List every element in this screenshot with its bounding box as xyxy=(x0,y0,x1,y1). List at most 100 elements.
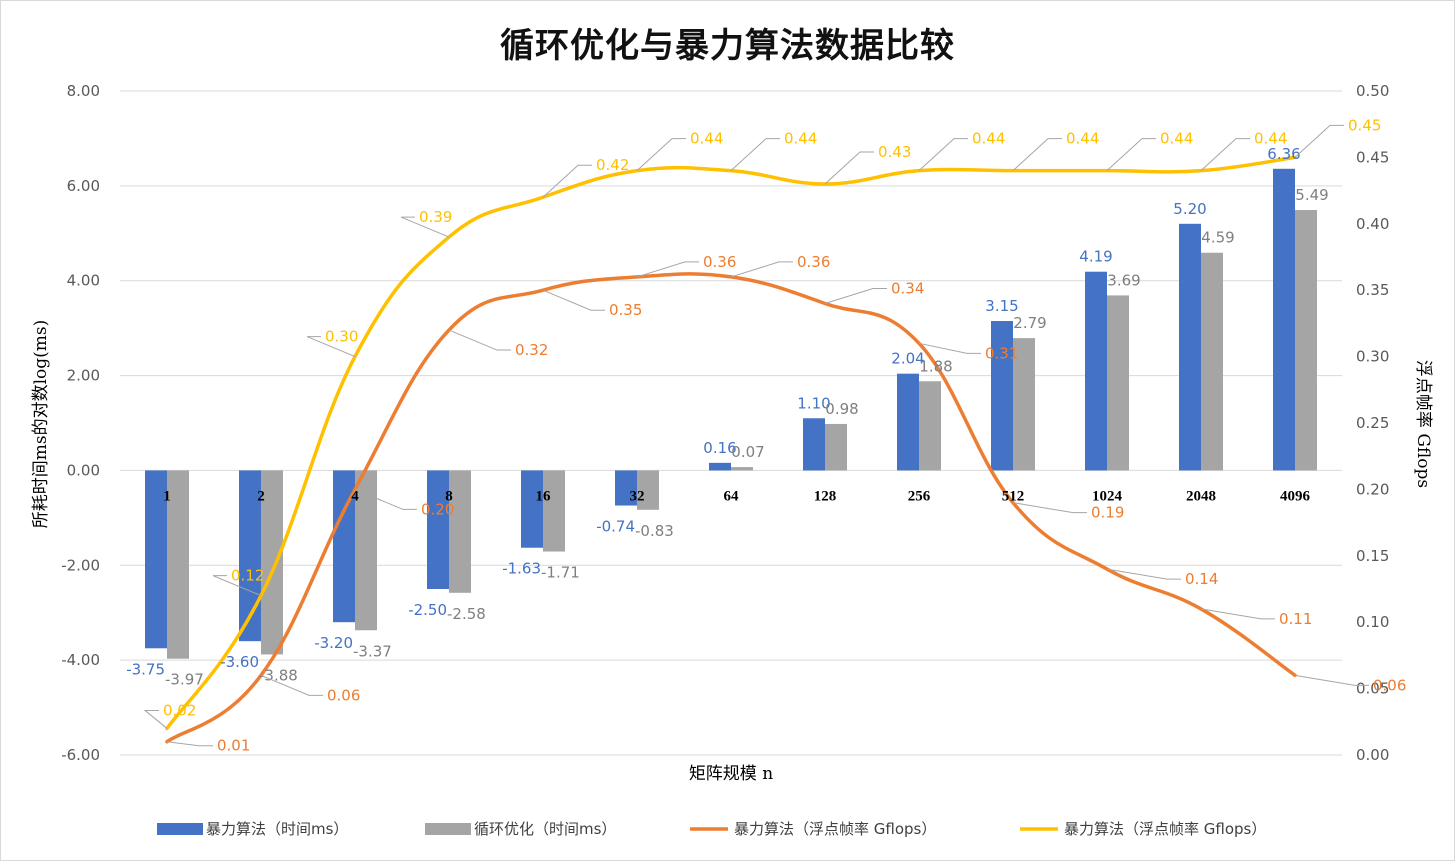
y2-tick-label: 0.30 xyxy=(1356,348,1389,366)
line-value-label: 0.06 xyxy=(1373,676,1406,694)
y2-tick-label: 0.10 xyxy=(1356,613,1389,631)
y2-axis-title: 浮点帧率 Gflops xyxy=(1413,360,1433,488)
bar xyxy=(333,470,355,623)
line-value-label: 0.06 xyxy=(327,686,360,704)
bar xyxy=(145,470,167,649)
y-tick-label: 8.00 xyxy=(67,82,100,100)
line-value-label: 0.44 xyxy=(1254,130,1287,148)
y-tick-label: -2.00 xyxy=(61,556,100,574)
line-value-label: 0.44 xyxy=(972,130,1005,148)
bar xyxy=(1107,295,1129,471)
y-tick-label: 0.00 xyxy=(67,461,100,479)
y2-tick-label: 0.00 xyxy=(1356,746,1389,764)
chart-title: 循环优化与暴力算法数据比较 xyxy=(500,26,955,66)
leader-line xyxy=(1012,502,1087,514)
x-tick-label: 512 xyxy=(1002,488,1025,504)
bar xyxy=(803,418,825,471)
bar-value-label: 0.07 xyxy=(731,443,764,461)
y2-tick-label: 0.50 xyxy=(1356,82,1389,100)
bar xyxy=(1201,252,1223,471)
bar xyxy=(637,470,659,510)
bar xyxy=(521,470,543,548)
x-tick-label: 16 xyxy=(536,488,552,504)
axis-ticks: -6.00 -4.00 -2.00 0.00 2.00 4.00 6.00 8.00 0.00 0… xyxy=(61,82,1389,764)
line-value-label: 0.01 xyxy=(217,737,250,755)
bar-value-label: 0.16 xyxy=(703,439,736,457)
x-tick-label: 4096 xyxy=(1280,488,1311,504)
line-value-label: 0.31 xyxy=(985,344,1018,362)
line-value-label: 0.39 xyxy=(419,208,452,226)
bar xyxy=(615,470,637,506)
leader-line xyxy=(354,488,417,510)
bar-value-label: 1.10 xyxy=(797,394,830,412)
line-value-label: 0.45 xyxy=(1348,116,1381,134)
legend: 暴力算法（时间ms） 循环优化（时间ms） 暴力算法（浮点帧率 Gflops） 暴力算… xyxy=(157,820,1266,838)
bar-value-label: 2.79 xyxy=(1013,314,1046,332)
bar-value-label: 3.15 xyxy=(985,297,1018,315)
leader-line xyxy=(542,164,592,198)
y-tick-label: 2.00 xyxy=(67,367,100,385)
line-value-label: 0.11 xyxy=(1279,610,1312,628)
bar xyxy=(731,467,753,471)
x-tick-label: 32 xyxy=(630,488,645,504)
bar xyxy=(991,321,1013,471)
bar-value-label: 5.20 xyxy=(1173,200,1206,218)
y-tick-label: -4.00 xyxy=(61,651,100,669)
y2-tick-label: 0.20 xyxy=(1356,480,1389,498)
bar-value-label: -2.58 xyxy=(447,605,486,623)
bar xyxy=(167,470,189,659)
bar-value-label: -1.71 xyxy=(541,564,580,582)
y2-tick-label: 0.25 xyxy=(1356,414,1389,432)
bar xyxy=(897,373,919,471)
leader-line xyxy=(166,741,213,747)
bar xyxy=(355,470,377,631)
bar-value-label: -3.20 xyxy=(314,634,353,652)
line-value-label: 0.44 xyxy=(1160,130,1193,148)
y2-tick-label: 0.40 xyxy=(1356,215,1389,233)
line-value-label: 0.30 xyxy=(325,328,358,346)
bar-value-label: 1.88 xyxy=(919,357,952,375)
leader-line xyxy=(1106,138,1156,172)
leader-line xyxy=(448,329,511,351)
line-value-label: 0.14 xyxy=(1185,570,1218,588)
leader-line xyxy=(1012,138,1062,172)
bar-value-label: -3.75 xyxy=(126,660,165,678)
series-line xyxy=(165,272,1297,744)
legend-label: 循环优化（时间ms） xyxy=(474,820,616,838)
bar-value-label: -3.97 xyxy=(165,671,204,689)
y2-tick-label: 0.05 xyxy=(1356,680,1389,698)
line-series xyxy=(165,155,1297,744)
leader-line xyxy=(542,289,605,311)
bar xyxy=(261,470,283,655)
bar-series xyxy=(145,168,1317,659)
line-value-label: 0.35 xyxy=(609,301,642,319)
leader-line xyxy=(306,336,356,358)
x-tick-label: 2 xyxy=(257,488,265,504)
line-value-label: 0.32 xyxy=(515,341,548,359)
bar-value-label: -3.60 xyxy=(220,653,259,671)
leader-line xyxy=(212,575,262,597)
line-value-label: 0.44 xyxy=(1066,130,1099,148)
leader-line xyxy=(636,261,699,278)
bar xyxy=(919,381,941,471)
y2-tick-label: 0.45 xyxy=(1356,148,1389,166)
leader-line xyxy=(1200,138,1250,172)
bar xyxy=(239,470,261,642)
series-line xyxy=(165,155,1297,731)
x-tick-label: 256 xyxy=(908,488,931,504)
leader-line xyxy=(918,342,981,354)
y-tick-label: 4.00 xyxy=(67,272,100,290)
line-value-label: 0.43 xyxy=(878,143,911,161)
leader-line xyxy=(400,216,450,238)
line-value-label: 0.44 xyxy=(784,130,817,148)
x-tick-label: 1024 xyxy=(1092,488,1123,504)
line-value-label: 0.02 xyxy=(163,701,196,719)
bar xyxy=(709,462,731,471)
legend-swatch xyxy=(157,823,203,835)
leader-line xyxy=(1294,674,1369,686)
line-value-label: 0.12 xyxy=(231,567,264,585)
y-tick-label: 6.00 xyxy=(67,177,100,195)
bar xyxy=(1295,210,1317,471)
gridlines xyxy=(120,90,1342,756)
line-value-label: 0.34 xyxy=(891,279,924,297)
